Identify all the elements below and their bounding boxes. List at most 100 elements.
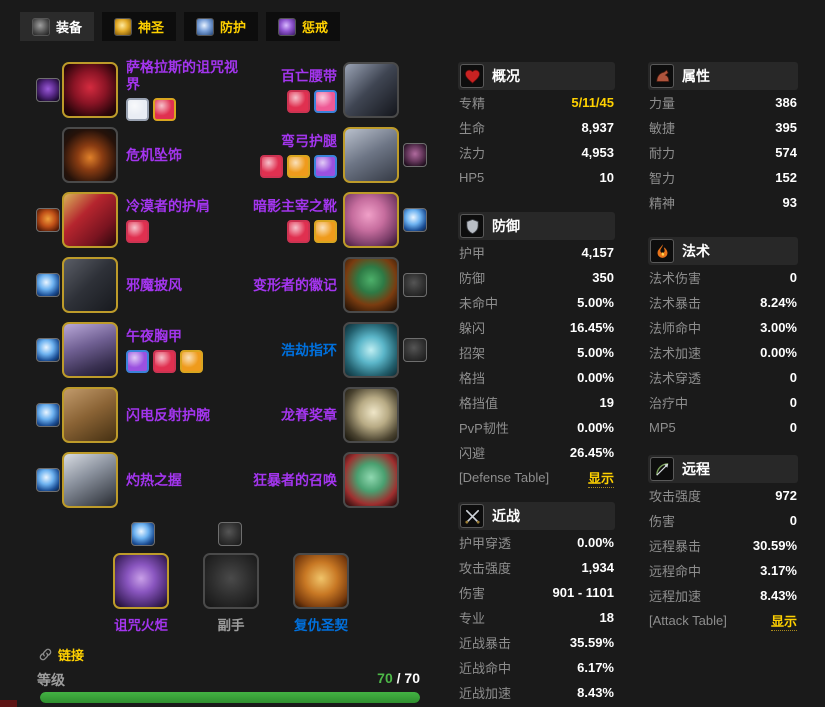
gem-row: [287, 89, 337, 113]
item-name[interactable]: 萨格拉斯的诅咒视界: [126, 59, 238, 92]
tab-retribution[interactable]: 惩戒: [266, 12, 341, 41]
shoulder-item-icon[interactable]: [62, 192, 118, 248]
stat-value: 0.00%: [760, 345, 797, 360]
level-label: 等级: [37, 672, 65, 688]
item-name[interactable]: 邪魔披风: [126, 276, 182, 293]
hands-item-icon[interactable]: [62, 452, 118, 508]
mainhand-item-icon[interactable]: [113, 553, 169, 609]
item-name[interactable]: 冷漠者的护肩: [126, 197, 210, 214]
enchant-icon[interactable]: [403, 143, 427, 167]
stat-row: 法术加速 0.00%: [648, 340, 798, 365]
equipment-slot-shoulder: 冷漠者的护肩: [36, 192, 250, 248]
gem-socket-icon[interactable]: [314, 154, 337, 178]
legs-item-icon[interactable]: [343, 127, 399, 183]
gem-socket-icon[interactable]: [180, 349, 203, 373]
relic-item-icon[interactable]: [293, 553, 349, 609]
equipment-slot-chest: 午夜胸甲: [36, 322, 250, 378]
stat-row: MP5 0: [648, 415, 798, 440]
wrist-item-icon[interactable]: [62, 387, 118, 443]
stat-label: 耐力: [649, 146, 676, 161]
stat-value: 152: [775, 170, 797, 185]
gem-socket-icon[interactable]: [287, 219, 310, 243]
stat-value: 0: [789, 420, 797, 435]
waist-item-icon[interactable]: [343, 62, 399, 118]
stat-value: 6.17%: [577, 660, 614, 675]
tab-equipment[interactable]: 装备: [20, 12, 95, 41]
defense-table-show-link[interactable]: 显示: [587, 468, 614, 488]
enchant-icon[interactable]: [403, 273, 427, 297]
level-max: / 70: [396, 670, 420, 686]
head-item-icon[interactable]: [62, 62, 118, 118]
ring2-item-icon[interactable]: [343, 322, 399, 378]
crossed-swords-icon: [460, 504, 484, 528]
ring1-item-icon[interactable]: [343, 257, 399, 313]
gem-socket-icon[interactable]: [314, 219, 337, 243]
attack-table-show-link[interactable]: 显示: [770, 611, 797, 631]
trinket2-item-icon[interactable]: [343, 452, 399, 508]
stat-value: 901 - 1101: [552, 585, 614, 600]
tab-bar: 装备 神圣 防护 惩戒: [20, 12, 341, 41]
gem-row: [260, 154, 337, 178]
gem-socket-icon[interactable]: [287, 89, 310, 113]
stat-label: 护甲穿透: [459, 536, 512, 551]
enchant-icon[interactable]: [36, 403, 60, 427]
item-name[interactable]: 弯弓护腿: [281, 132, 337, 149]
item-name[interactable]: 暗影主宰之靴: [253, 197, 337, 214]
gem-socket-icon[interactable]: [314, 89, 337, 113]
gem-socket-icon[interactable]: [126, 219, 149, 243]
gem-socket-icon[interactable]: [153, 349, 176, 373]
item-name[interactable]: 变形者的徽记: [253, 276, 337, 293]
gem-socket-icon[interactable]: [126, 349, 149, 373]
stat-value: 0.00%: [577, 370, 614, 385]
stat-label: 专精: [459, 96, 486, 111]
enchant-icon[interactable]: [218, 522, 242, 546]
tab-holy[interactable]: 神圣: [102, 12, 177, 41]
stat-label: [Attack Table]: [649, 613, 727, 628]
item-name[interactable]: 龙脊奖章: [281, 406, 337, 423]
equipment-slot-back: 邪魔披风: [36, 257, 250, 313]
offhand-item-icon[interactable]: [203, 553, 259, 609]
stat-label: 格挡值: [459, 396, 499, 411]
item-name[interactable]: 狂暴者的召唤: [253, 471, 337, 488]
enchant-icon[interactable]: [131, 522, 155, 546]
tab-protection[interactable]: 防护: [184, 12, 259, 41]
stat-row: 伤害 0: [648, 508, 798, 533]
item-name[interactable]: 危机坠饰: [126, 146, 182, 163]
enchant-icon[interactable]: [403, 338, 427, 362]
stat-value: 93: [782, 195, 797, 210]
panel-melee-header: 近战: [458, 502, 615, 530]
gem-row: [126, 219, 149, 243]
item-name[interactable]: 百亡腰带: [281, 67, 337, 84]
gem-socket-icon[interactable]: [153, 98, 176, 121]
back-item-icon[interactable]: [62, 257, 118, 313]
enchant-icon[interactable]: [36, 78, 60, 102]
item-name[interactable]: 诅咒火炬: [114, 618, 168, 633]
enchant-icon[interactable]: [36, 208, 60, 232]
trinket1-item-icon[interactable]: [343, 387, 399, 443]
equipment-slot-legs: 弯弓护腿: [197, 127, 427, 183]
enchant-icon[interactable]: [36, 338, 60, 362]
gem-socket-icon[interactable]: [287, 154, 310, 178]
panel-title: 远程: [682, 461, 710, 477]
item-name[interactable]: 复仇圣契: [294, 618, 348, 633]
stat-label: 防御: [459, 271, 486, 286]
enchant-icon[interactable]: [36, 273, 60, 297]
chest-item-icon[interactable]: [62, 322, 118, 378]
stat-row: 力量 386: [648, 90, 798, 115]
item-name[interactable]: 午夜胸甲: [126, 327, 182, 344]
item-name[interactable]: 闪电反射护腕: [126, 406, 210, 423]
stat-label: 法术穿透: [649, 371, 702, 386]
item-name[interactable]: 副手: [217, 618, 245, 633]
gem-socket-icon[interactable]: [126, 98, 149, 121]
panel-spell-header: 法术: [648, 237, 798, 265]
feet-item-icon[interactable]: [343, 192, 399, 248]
enchant-icon[interactable]: [36, 468, 60, 492]
gem-socket-icon[interactable]: [260, 154, 283, 178]
stat-row: 治疗中 0: [648, 390, 798, 415]
enchant-icon[interactable]: [403, 208, 427, 232]
neck-item-icon[interactable]: [62, 127, 118, 183]
item-name[interactable]: 浩劫指环: [281, 341, 337, 358]
profile-link[interactable]: 链接: [38, 645, 84, 664]
item-name[interactable]: 灼热之握: [126, 471, 182, 488]
level-row: 等级 70 / 70: [37, 670, 420, 690]
